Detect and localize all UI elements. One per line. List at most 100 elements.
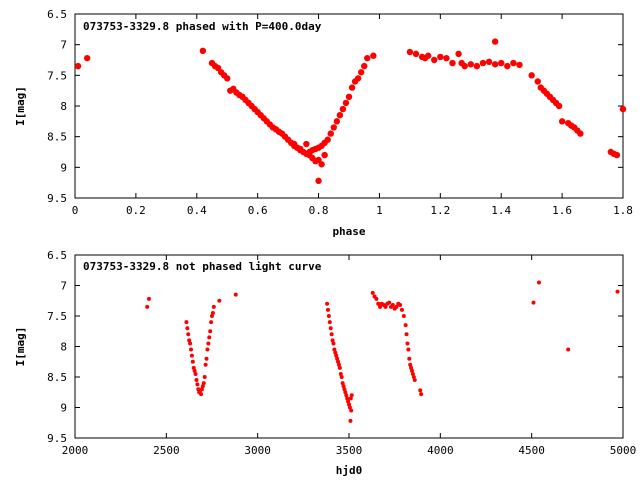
data-point (200, 384, 205, 389)
data-point (224, 75, 231, 82)
phased-tick-labels: 0 0.2 0.4 0.6 0.8 1 1.2 1.4 1.6 1.8 6.5 7 7.5 8 8.5 9 9.… (47, 8, 633, 217)
data-point (347, 405, 352, 410)
data-point (188, 347, 193, 352)
data-point (354, 75, 362, 82)
data-point (333, 350, 338, 355)
data-point (192, 368, 197, 373)
data-point (341, 384, 346, 389)
data-point (534, 78, 541, 85)
data-point (204, 356, 209, 361)
data-point (186, 332, 191, 337)
data-point (328, 326, 333, 331)
data-point (210, 314, 214, 318)
data-point (536, 280, 541, 285)
unphased-tick-labels: 2000 2500 3000 3500 4000 4500 5000 6.5 7 7.5 8 8.5 9… (47, 249, 636, 457)
data-point (208, 329, 213, 334)
data-point (342, 99, 350, 107)
data-point (409, 365, 414, 370)
data-point (74, 62, 82, 70)
y-tick-label: 8 (60, 100, 67, 113)
data-point (528, 72, 535, 79)
data-point (410, 371, 415, 376)
x-tick-label: 0.2 (126, 204, 146, 217)
data-point (349, 408, 354, 413)
data-point (348, 84, 356, 91)
unphased-data-points (145, 280, 620, 423)
data-point (333, 118, 341, 125)
data-point (347, 402, 351, 407)
data-point (418, 388, 423, 393)
data-point (337, 365, 342, 370)
data-point (401, 314, 406, 318)
unphased-light-curve-panel: 2000 2500 3000 3500 4000 4500 5000 6.5 7 7.5 8 8.5 9… (14, 249, 636, 477)
data-point (185, 326, 190, 331)
data-point (211, 304, 216, 309)
x-tick-label: 0.8 (309, 204, 329, 217)
y-tick-label: 9.5 (47, 192, 67, 205)
phased-y-axis-label: I[mag] (14, 86, 27, 126)
x-tick-label: 1.8 (613, 204, 633, 217)
y-tick-label: 8.5 (47, 131, 67, 144)
data-point (203, 362, 208, 367)
data-point (335, 356, 340, 361)
data-point (336, 359, 341, 364)
data-point (303, 140, 310, 148)
y-tick-label: 9 (60, 402, 67, 415)
data-point (339, 105, 347, 113)
x-tick-label: 3500 (336, 444, 363, 457)
data-point (184, 320, 189, 325)
data-point (404, 332, 409, 337)
data-point (205, 347, 210, 352)
data-point (566, 347, 571, 352)
data-point (342, 387, 347, 392)
data-point (461, 62, 468, 70)
data-point (318, 161, 325, 168)
data-point (390, 303, 395, 308)
data-point (398, 303, 403, 308)
unphased-x-axis-label: hjd0 (336, 464, 363, 477)
data-point (190, 359, 195, 364)
x-tick-label: 0.6 (248, 204, 268, 217)
data-point (615, 289, 620, 294)
y-tick-label: 7.5 (47, 69, 67, 82)
data-point (555, 102, 563, 110)
data-point (408, 362, 413, 367)
data-point (326, 314, 331, 318)
data-point (346, 399, 351, 404)
phased-ticks (74, 13, 624, 199)
x-tick-label: 2000 (62, 444, 89, 457)
y-tick-label: 6.5 (47, 8, 67, 21)
x-tick-label: 4000 (427, 444, 454, 457)
data-point (613, 151, 621, 159)
data-point (324, 136, 331, 143)
data-point (419, 392, 424, 397)
data-point (383, 304, 388, 309)
x-tick-label: 2500 (153, 444, 180, 457)
data-point (449, 59, 456, 67)
y-tick-label: 7 (60, 39, 67, 52)
data-point (195, 382, 200, 387)
data-point (297, 145, 304, 153)
data-point (83, 54, 91, 62)
data-point (339, 375, 344, 379)
data-point (233, 292, 238, 297)
data-point (387, 300, 392, 305)
data-point (406, 347, 411, 352)
data-point (491, 38, 499, 45)
data-point (315, 177, 322, 185)
data-point (345, 396, 350, 401)
y-tick-label: 7 (60, 280, 67, 293)
unphased-ticks (74, 254, 624, 439)
data-point (531, 300, 536, 305)
phased-data-points (74, 38, 627, 185)
data-point (217, 298, 222, 303)
y-tick-label: 9 (60, 161, 67, 174)
data-point (194, 378, 199, 383)
unphased-y-axis-label: I[mag] (14, 327, 27, 367)
data-point (206, 341, 211, 346)
data-point (199, 47, 207, 54)
data-point (188, 341, 193, 346)
x-tick-label: 0.4 (187, 204, 207, 217)
data-point (207, 335, 212, 340)
data-point (340, 381, 345, 386)
